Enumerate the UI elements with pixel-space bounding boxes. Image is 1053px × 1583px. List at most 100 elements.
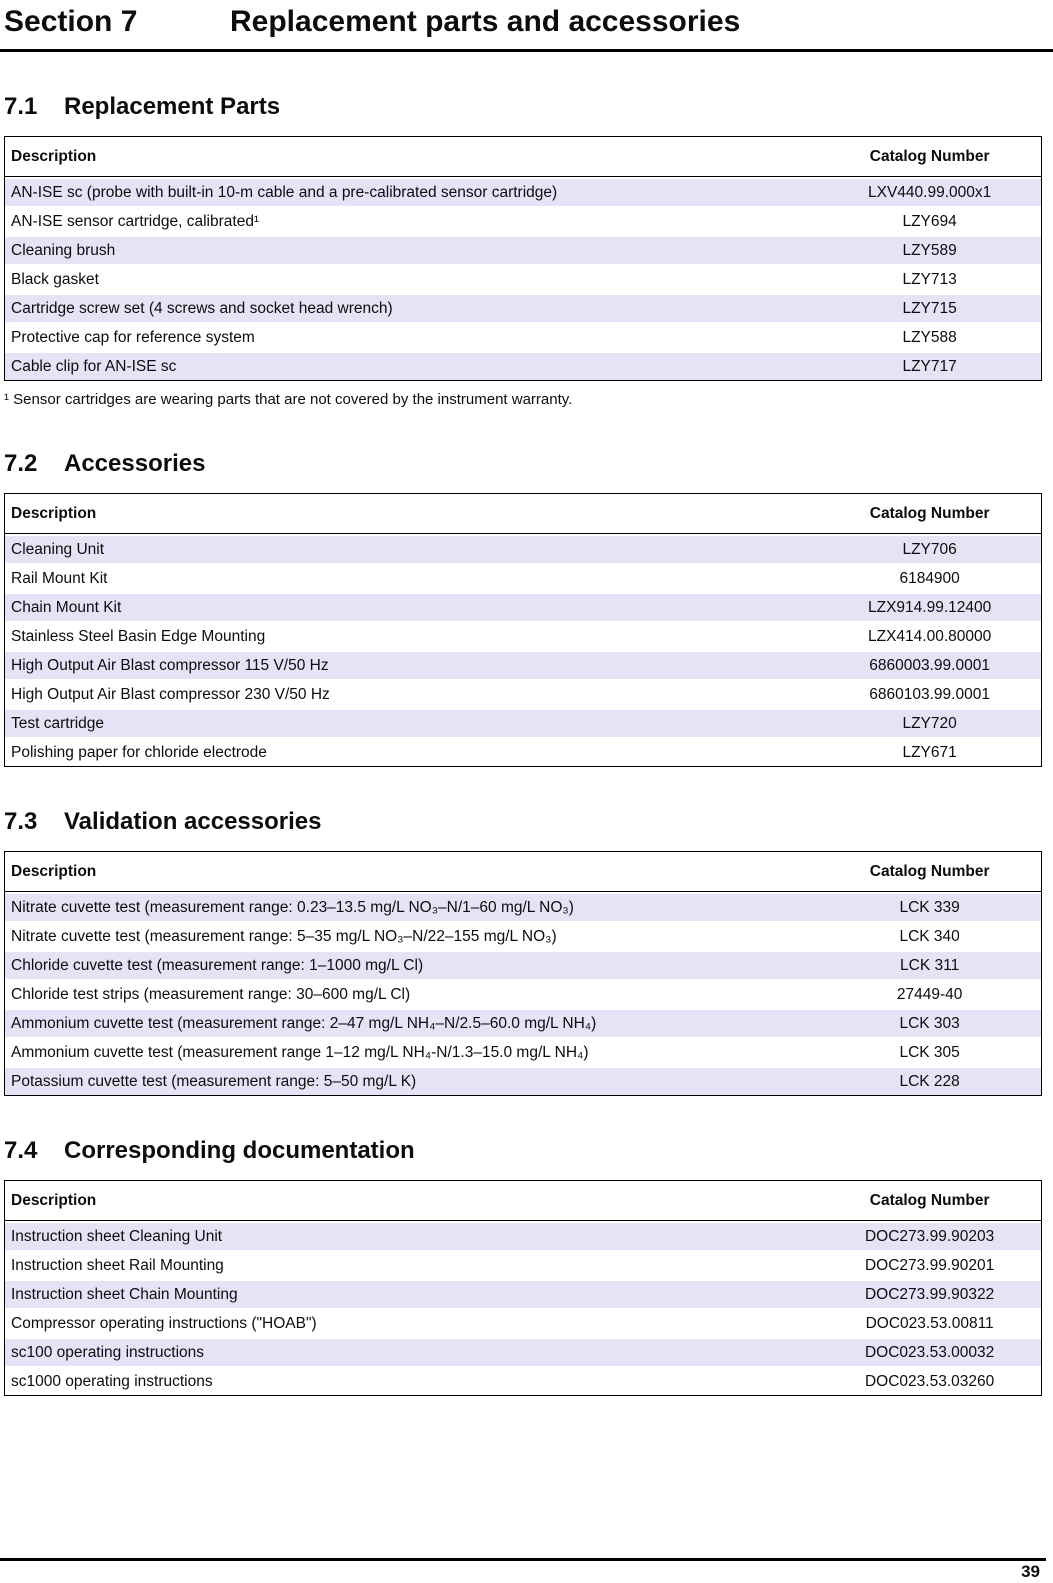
column-header-description: Description <box>5 494 819 534</box>
description-cell: High Output Air Blast compressor 230 V/5… <box>5 679 819 708</box>
section-heading-7-2: 7.2 Accessories <box>4 450 1042 478</box>
description-cell: Black gasket <box>5 264 819 293</box>
catalog-number-cell: LZY717 <box>818 351 1041 380</box>
description-cell: Cleaning brush <box>5 235 819 264</box>
description-cell: Potassium cuvette test (measurement rang… <box>5 1066 819 1095</box>
catalog-number-cell: LZX914.99.12400 <box>818 592 1041 621</box>
table-row: Rail Mount Kit 6184900 <box>5 563 1041 592</box>
description-cell: AN-ISE sensor cartridge, calibrated¹ <box>5 206 819 235</box>
catalog-number-cell: 27449-40 <box>818 979 1041 1008</box>
description-cell: Rail Mount Kit <box>5 563 819 592</box>
table-row: Stainless Steel Basin Edge Mounting LZX4… <box>5 621 1041 650</box>
catalog-number-cell: DOC023.53.03260 <box>818 1366 1041 1395</box>
description-cell: sc1000 operating instructions <box>5 1366 819 1395</box>
table-row: Protective cap for reference system LZY5… <box>5 322 1041 351</box>
table-row: Chloride test strips (measurement range:… <box>5 979 1041 1008</box>
description-cell: Nitrate cuvette test (measurement range:… <box>5 921 819 950</box>
catalog-number-cell: LCK 311 <box>818 950 1041 979</box>
catalog-number-cell: LZY671 <box>818 737 1041 766</box>
catalog-number-cell: DOC023.53.00811 <box>818 1308 1041 1337</box>
table-row: Test cartridge LZY720 <box>5 708 1041 737</box>
table-row: Instruction sheet Chain Mounting DOC273.… <box>5 1279 1041 1308</box>
table-row: Ammonium cuvette test (measurement range… <box>5 1037 1041 1066</box>
table-row: AN-ISE sc (probe with built-in 10-m cabl… <box>5 177 1041 206</box>
table-row: Chloride cuvette test (measurement range… <box>5 950 1041 979</box>
catalog-number-cell: LZX414.00.80000 <box>818 621 1041 650</box>
validation-accessories-table: Description Catalog Number Nitrate cuvet… <box>4 851 1042 1096</box>
catalog-number-cell: LCK 305 <box>818 1037 1041 1066</box>
description-cell: Chloride cuvette test (measurement range… <box>5 950 819 979</box>
documentation-table: Description Catalog Number Instruction s… <box>4 1180 1042 1396</box>
section-validation-accessories: 7.3 Validation accessories Description C… <box>4 808 1042 1096</box>
page-number: 39 <box>1021 1562 1040 1581</box>
manual-page: Section 7 Replacement parts and accessor… <box>0 5 1053 1396</box>
catalog-number-cell: DOC273.99.90322 <box>818 1279 1041 1308</box>
description-cell: Compressor operating instructions ("HOAB… <box>5 1308 819 1337</box>
catalog-number-cell: 6860003.99.0001 <box>818 650 1041 679</box>
footer-divider <box>0 1558 1046 1561</box>
table-header-row: Description Catalog Number <box>5 852 1041 892</box>
table-row: Potassium cuvette test (measurement rang… <box>5 1066 1041 1095</box>
description-cell: AN-ISE sc (probe with built-in 10-m cabl… <box>5 177 819 206</box>
table-header-row: Description Catalog Number <box>5 494 1041 534</box>
description-cell: Instruction sheet Cleaning Unit <box>5 1221 819 1250</box>
table-row: Cable clip for AN-ISE sc LZY717 <box>5 351 1041 380</box>
heading-title: Accessories <box>64 450 206 477</box>
catalog-number-cell: DOC023.53.00032 <box>818 1337 1041 1366</box>
section-corresponding-documentation: 7.4 Corresponding documentation Descript… <box>4 1137 1042 1396</box>
description-cell: Test cartridge <box>5 708 819 737</box>
catalog-number-cell: LXV440.99.000x1 <box>818 177 1041 206</box>
footnote: ¹ Sensor cartridges are wearing parts th… <box>4 391 573 408</box>
table-row: Instruction sheet Cleaning Unit DOC273.9… <box>5 1221 1041 1250</box>
description-cell: Chain Mount Kit <box>5 592 819 621</box>
table-row: Ammonium cuvette test (measurement range… <box>5 1008 1041 1037</box>
column-header-description: Description <box>5 852 819 892</box>
description-cell: Ammonium cuvette test (measurement range… <box>5 1037 819 1066</box>
replacement-parts-table: Description Catalog Number AN-ISE sc (pr… <box>4 136 1042 381</box>
column-header-catalog-number: Catalog Number <box>818 137 1041 177</box>
description-cell: Chloride test strips (measurement range:… <box>5 979 819 1008</box>
column-header-catalog-number: Catalog Number <box>818 1181 1041 1221</box>
table-row: High Output Air Blast compressor 230 V/5… <box>5 679 1041 708</box>
catalog-number-cell: LCK 228 <box>818 1066 1041 1095</box>
catalog-number-cell: DOC273.99.90203 <box>818 1221 1041 1250</box>
table-row: sc1000 operating instructions DOC023.53.… <box>5 1366 1041 1395</box>
table-header-row: Description Catalog Number <box>5 137 1041 177</box>
description-cell: Instruction sheet Rail Mounting <box>5 1250 819 1279</box>
table-row: Black gasket LZY713 <box>5 264 1041 293</box>
heading-title: Replacement Parts <box>64 93 281 120</box>
section-label: Section 7 <box>4 5 138 38</box>
description-cell: Cleaning Unit <box>5 534 819 563</box>
table-row: Cleaning Unit LZY706 <box>5 534 1041 563</box>
catalog-number-cell: LZY694 <box>818 206 1041 235</box>
catalog-number-cell: LZY706 <box>818 534 1041 563</box>
heading-number: 7.1 <box>4 93 38 120</box>
column-header-description: Description <box>5 137 819 177</box>
accessories-table: Description Catalog Number Cleaning Unit… <box>4 493 1042 767</box>
table-row: Cleaning brush LZY589 <box>5 235 1041 264</box>
catalog-number-cell: LZY715 <box>818 293 1041 322</box>
description-cell: Stainless Steel Basin Edge Mounting <box>5 621 819 650</box>
table-header-row: Description Catalog Number <box>5 1181 1041 1221</box>
table-row: AN-ISE sensor cartridge, calibrated¹ LZY… <box>5 206 1041 235</box>
table-row: Cartridge screw set (4 screws and socket… <box>5 293 1041 322</box>
description-cell: High Output Air Blast compressor 115 V/5… <box>5 650 819 679</box>
table-row: sc100 operating instructions DOC023.53.0… <box>5 1337 1041 1366</box>
section-replacement-parts: 7.1 Replacement Parts Description Catalo… <box>4 93 1042 409</box>
table-row: Instruction sheet Rail Mounting DOC273.9… <box>5 1250 1041 1279</box>
catalog-number-cell: LCK 303 <box>818 1008 1041 1037</box>
heading-number: 7.4 <box>4 1137 38 1164</box>
description-cell: sc100 operating instructions <box>5 1337 819 1366</box>
catalog-number-cell: LZY713 <box>818 264 1041 293</box>
table-row: High Output Air Blast compressor 115 V/5… <box>5 650 1041 679</box>
section-heading-7-3: 7.3 Validation accessories <box>4 808 1042 836</box>
table-row: Chain Mount Kit LZX914.99.12400 <box>5 592 1041 621</box>
catalog-number-cell: LCK 339 <box>818 892 1041 921</box>
catalog-number-cell: DOC273.99.90201 <box>818 1250 1041 1279</box>
column-header-description: Description <box>5 1181 819 1221</box>
catalog-number-cell: 6860103.99.0001 <box>818 679 1041 708</box>
description-cell: Polishing paper for chloride electrode <box>5 737 819 766</box>
title-divider <box>0 49 1053 52</box>
catalog-number-cell: LCK 340 <box>818 921 1041 950</box>
description-cell: Nitrate cuvette test (measurement range:… <box>5 892 819 921</box>
